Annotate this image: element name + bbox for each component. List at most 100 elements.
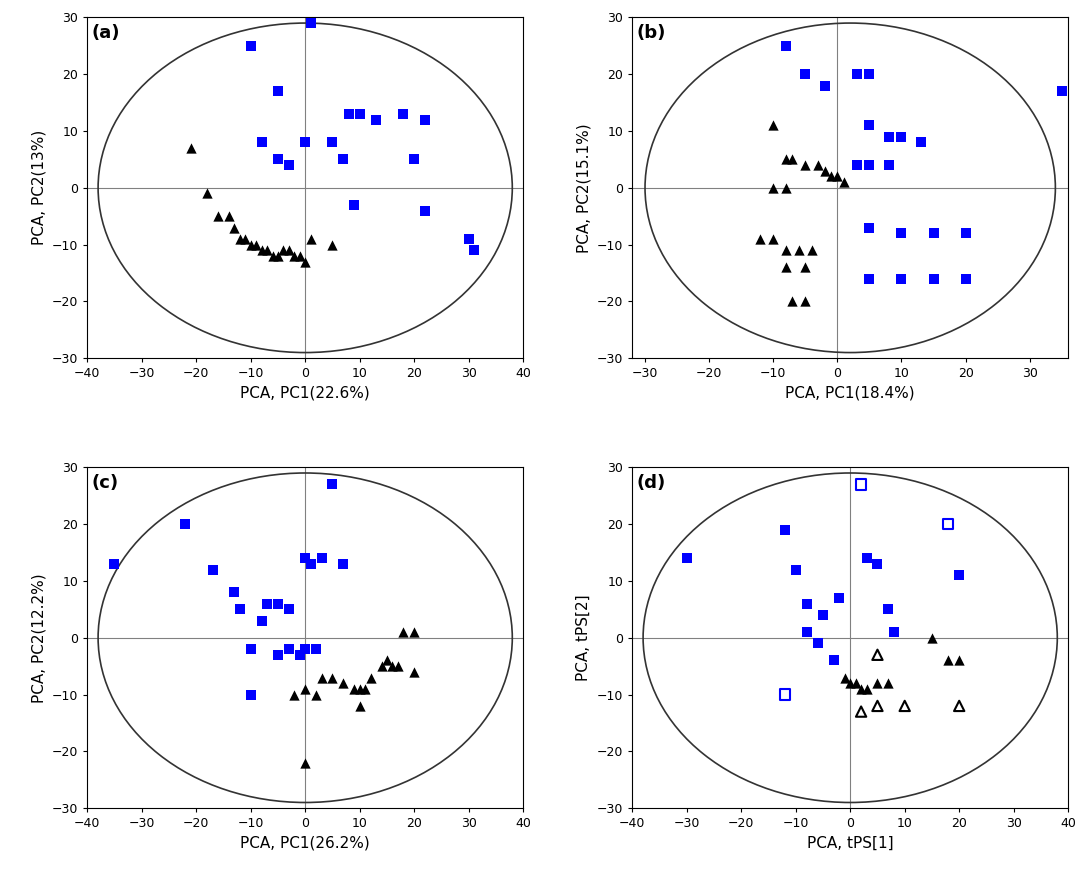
Point xyxy=(822,169,839,183)
Point xyxy=(384,660,401,673)
Point xyxy=(226,221,243,235)
Point xyxy=(231,232,249,246)
Point xyxy=(869,699,886,713)
Point xyxy=(869,647,886,661)
Point xyxy=(923,631,941,645)
Point xyxy=(247,237,265,251)
X-axis label: PCA, PC1(26.2%): PCA, PC1(26.2%) xyxy=(240,836,371,851)
Point xyxy=(803,243,821,257)
Point xyxy=(790,243,808,257)
Point xyxy=(324,237,341,251)
Point xyxy=(950,699,968,713)
Point xyxy=(825,653,843,667)
Point xyxy=(296,136,314,149)
Point xyxy=(242,642,259,656)
Point xyxy=(940,517,957,531)
Point xyxy=(378,653,396,667)
Text: (a): (a) xyxy=(92,24,120,43)
Y-axis label: PCA, PC2(12.2%): PCA, PC2(12.2%) xyxy=(32,573,46,702)
Point xyxy=(678,551,695,565)
Point xyxy=(852,477,870,491)
Point xyxy=(797,67,814,81)
Point xyxy=(880,158,897,172)
Point xyxy=(280,602,298,616)
Point xyxy=(416,113,434,127)
Point xyxy=(296,551,314,565)
Point xyxy=(106,557,123,571)
Point xyxy=(324,477,341,491)
Point xyxy=(858,682,875,696)
Point xyxy=(841,676,859,690)
Point xyxy=(776,687,794,701)
Point xyxy=(296,255,314,269)
Point xyxy=(764,118,782,132)
Point xyxy=(940,653,957,667)
Point xyxy=(848,67,865,81)
Point xyxy=(815,78,833,92)
Point xyxy=(242,687,259,701)
Point xyxy=(269,84,287,98)
Point xyxy=(777,181,795,195)
Point xyxy=(835,176,852,189)
Point xyxy=(253,136,270,149)
Point xyxy=(852,682,870,696)
Point xyxy=(204,562,221,576)
Point xyxy=(957,226,974,240)
Point xyxy=(784,152,801,166)
Point xyxy=(809,636,826,650)
Point xyxy=(460,232,477,246)
Point xyxy=(367,113,385,127)
Point xyxy=(302,232,319,246)
Point xyxy=(924,226,942,240)
Point xyxy=(220,209,238,223)
Point xyxy=(264,249,281,263)
Point xyxy=(828,169,846,183)
Point xyxy=(880,676,897,690)
Point xyxy=(1053,84,1070,98)
Point xyxy=(198,187,216,201)
Point xyxy=(950,653,968,667)
Point xyxy=(861,118,879,132)
Point xyxy=(416,203,434,217)
Point xyxy=(237,232,254,246)
Point xyxy=(896,699,913,713)
Point xyxy=(280,243,298,257)
Point xyxy=(242,39,259,53)
Point xyxy=(395,625,412,639)
Point xyxy=(291,647,308,661)
Text: (b): (b) xyxy=(637,24,666,43)
Point xyxy=(861,272,879,286)
Point xyxy=(373,660,390,673)
Point xyxy=(335,152,352,166)
Point xyxy=(777,261,795,275)
Point xyxy=(253,614,270,627)
Point xyxy=(787,562,804,576)
Point xyxy=(324,671,341,685)
X-axis label: PCA, tPS[1]: PCA, tPS[1] xyxy=(807,836,894,851)
X-axis label: PCA, PC1(18.4%): PCA, PC1(18.4%) xyxy=(786,386,915,401)
Point xyxy=(269,152,287,166)
Point xyxy=(848,158,865,172)
Point xyxy=(307,642,325,656)
Point xyxy=(957,272,974,286)
Point xyxy=(950,568,968,582)
Point xyxy=(784,295,801,308)
Point xyxy=(797,261,814,275)
Point xyxy=(351,682,368,696)
Point xyxy=(880,602,897,616)
Point xyxy=(777,152,795,166)
Point xyxy=(389,660,407,673)
Point xyxy=(798,597,815,611)
Point xyxy=(836,671,853,685)
Point xyxy=(814,608,832,622)
Point xyxy=(797,295,814,308)
Y-axis label: PCA, tPS[2]: PCA, tPS[2] xyxy=(577,594,591,681)
Point xyxy=(776,523,794,537)
Point xyxy=(852,705,870,719)
Point xyxy=(280,642,298,656)
Point xyxy=(405,625,423,639)
Point xyxy=(885,625,903,639)
Point xyxy=(269,647,287,661)
Text: (d): (d) xyxy=(637,474,666,492)
Point xyxy=(242,237,259,251)
